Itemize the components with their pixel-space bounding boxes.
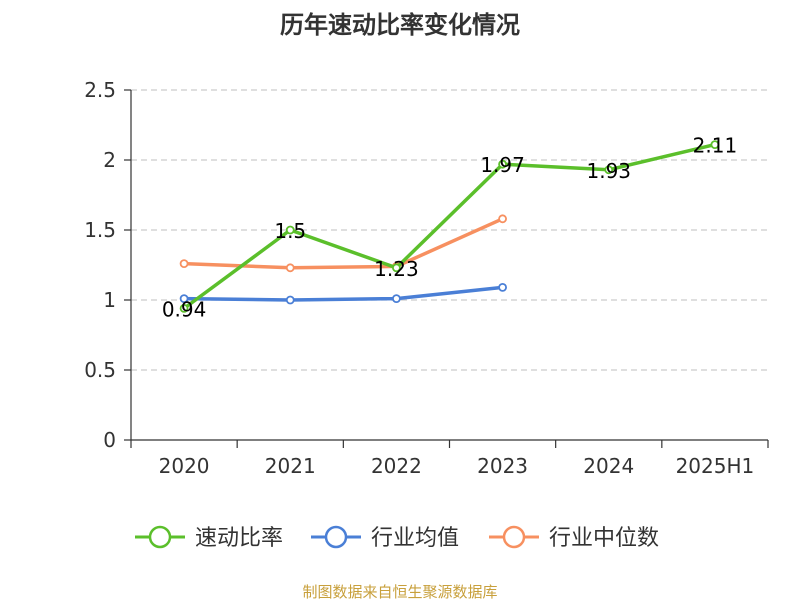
data-point (285, 263, 295, 273)
data-label: 0.94 (162, 297, 207, 321)
data-point (179, 294, 189, 304)
x-tick-label: 2025H1 (676, 454, 755, 478)
y-tick-label: 2.5 (84, 78, 116, 102)
data-point (498, 159, 507, 169)
gridlines (131, 89, 768, 371)
x-tick-label: 2020 (159, 454, 210, 478)
legend-item: 行业中位数 (489, 525, 659, 551)
data-point (179, 259, 189, 269)
data-labels: 0.94 1.5 1.23 1.97 1.93 2.11 (162, 134, 737, 322)
x-tick-label: 2023 (477, 454, 528, 478)
series-line-0 (182, 142, 717, 311)
data-point (285, 295, 295, 305)
data-label: 1.93 (586, 159, 631, 183)
legend-label: 速动比率 (195, 526, 283, 551)
data-point (392, 263, 401, 273)
y-tick-label: 1 (103, 288, 116, 312)
x-tick-label: 2024 (583, 454, 634, 478)
data-label: 1.23 (374, 257, 419, 281)
x-tick-label: 2021 (265, 454, 316, 478)
series-line-1 (182, 285, 505, 302)
y-tick-label: 1.5 (84, 218, 116, 242)
data-label: 1.5 (274, 219, 306, 243)
data-point (179, 303, 189, 313)
legend-marker (502, 525, 526, 549)
legend-item: 行业均值 (311, 525, 459, 551)
data-label: 2.11 (693, 134, 738, 158)
y-tick-label: 2 (103, 148, 116, 172)
data-point (498, 214, 507, 224)
legend: 速动比率 行业均值 行业中位数 (135, 525, 659, 551)
legend-label: 行业均值 (371, 526, 459, 551)
data-point (285, 225, 295, 235)
legend-item: 速动比率 (135, 525, 283, 551)
legend-label: 行业中位数 (549, 526, 659, 551)
data-point (498, 282, 507, 292)
data-point (710, 140, 720, 150)
series-line-2 (182, 217, 505, 270)
data-point (604, 165, 614, 175)
data-label: 1.97 (480, 153, 525, 177)
y-tick-label: 0.5 (84, 358, 116, 382)
legend-marker (148, 525, 172, 549)
source-note: 制图数据来自恒生聚源数据库 (302, 583, 497, 600)
y-tick-label: 0 (103, 428, 116, 452)
data-point (392, 294, 401, 304)
x-tick-label: 2022 (371, 454, 422, 478)
chart-title: 历年速动比率变化情况 (280, 11, 520, 39)
axes: 0 0.5 1 1.5 2 2.5 2020 2021 2022 2023 2024 2025H1 (84, 78, 769, 478)
plot-area (179, 140, 720, 313)
legend-marker (324, 525, 348, 549)
